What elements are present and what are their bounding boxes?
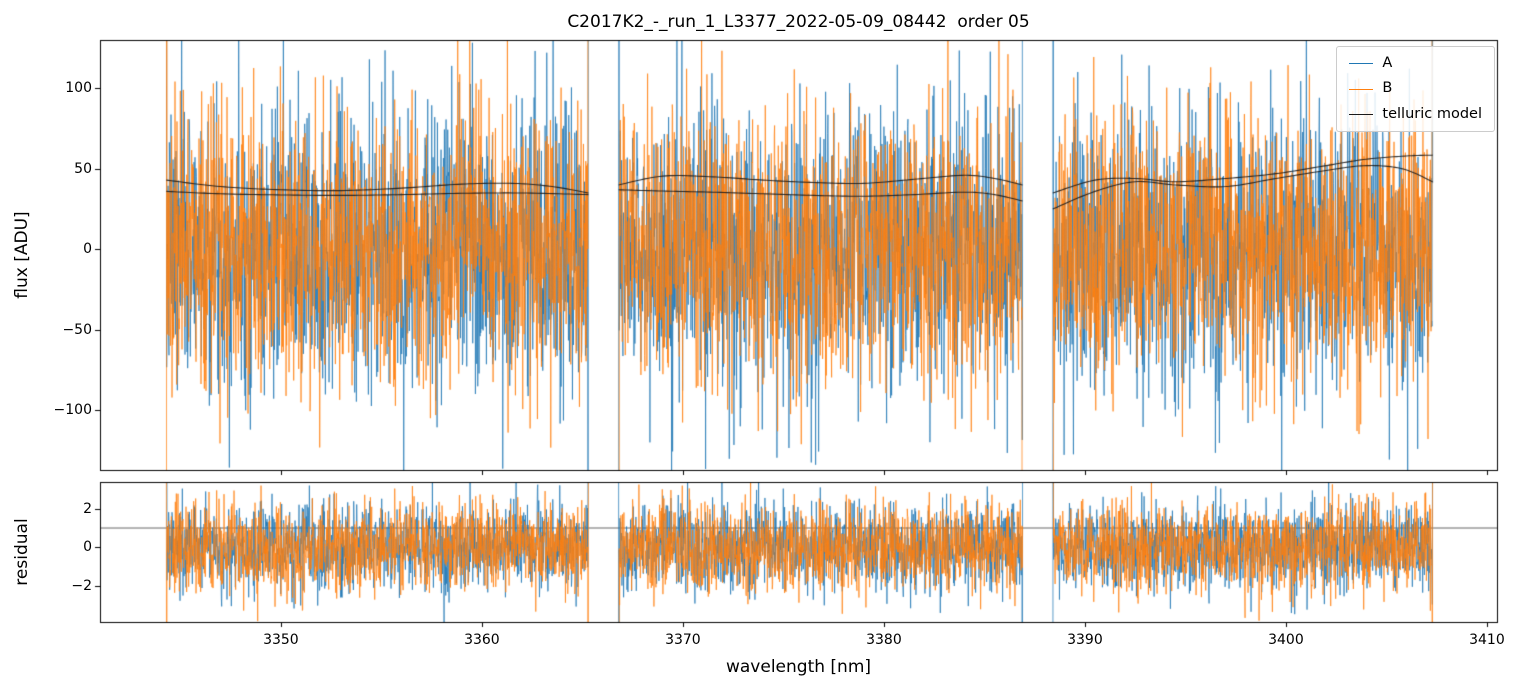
legend: A B telluric model xyxy=(1336,46,1495,133)
x-tick-label: 3370 xyxy=(665,632,701,648)
legend-label-b: B xyxy=(1382,80,1393,97)
x-tick-label: 3410 xyxy=(1469,632,1505,648)
y-tick-label: −50 xyxy=(62,321,92,338)
y-axis-label-residual: residual xyxy=(12,518,32,586)
y-tick-label: 100 xyxy=(65,80,92,97)
y-tick-label: 0 xyxy=(83,539,92,556)
y-tick-label: 50 xyxy=(74,160,92,177)
y-tick-label: 0 xyxy=(83,241,92,258)
legend-line-a-icon xyxy=(1349,63,1374,65)
y-tick-label: −2 xyxy=(71,577,92,594)
legend-label-a: A xyxy=(1382,55,1393,71)
x-tick-label: 3390 xyxy=(1067,632,1103,648)
y-tick-label: −100 xyxy=(53,402,92,419)
legend-label-telluric: telluric model xyxy=(1382,105,1482,122)
legend-item-a: A xyxy=(1349,55,1482,72)
legend-line-b-icon xyxy=(1349,88,1374,90)
x-tick-label: 3360 xyxy=(464,632,500,648)
legend-item-b: B xyxy=(1349,80,1482,97)
y-tick-label: 2 xyxy=(83,500,92,517)
y-axis-label-flux: flux [ADU] xyxy=(12,211,32,299)
x-tick-label: 3380 xyxy=(866,632,902,648)
chart-title: C2017K2_-_run_1_L3377_2022-05-09_08442 o… xyxy=(567,12,1030,32)
x-axis-label: wavelength [nm] xyxy=(725,657,872,677)
legend-line-telluric-icon xyxy=(1349,113,1374,115)
x-tick-label: 3350 xyxy=(263,632,299,648)
x-tick-label: 3400 xyxy=(1268,632,1304,648)
legend-item-telluric: telluric model xyxy=(1349,106,1482,123)
